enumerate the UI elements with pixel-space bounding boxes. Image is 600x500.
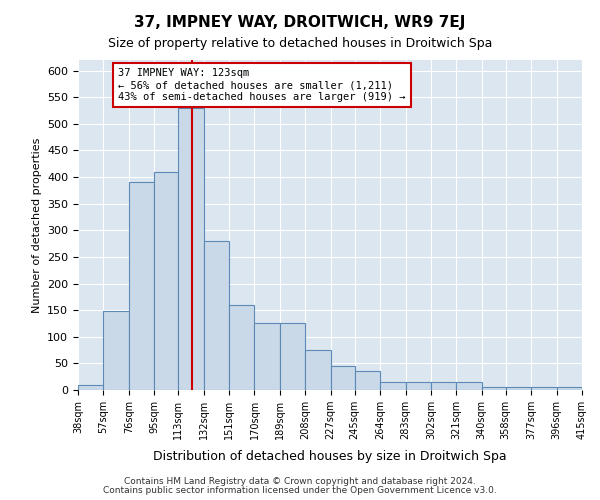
Bar [203,241,229,390]
Bar [531,388,557,390]
Bar [457,382,482,390]
Bar [331,366,355,390]
Bar [506,388,531,390]
Bar [178,108,203,390]
Text: Contains HM Land Registry data © Crown copyright and database right 2024.: Contains HM Land Registry data © Crown c… [124,477,476,486]
Bar [129,182,154,390]
X-axis label: Distribution of detached houses by size in Droitwich Spa: Distribution of detached houses by size … [153,450,507,464]
Bar [380,382,406,390]
Y-axis label: Number of detached properties: Number of detached properties [32,138,41,312]
Bar [431,382,457,390]
Text: 37 IMPNEY WAY: 123sqm
← 56% of detached houses are smaller (1,211)
43% of semi-d: 37 IMPNEY WAY: 123sqm ← 56% of detached … [118,68,406,102]
Bar [154,172,178,390]
Bar [78,384,103,390]
Text: Size of property relative to detached houses in Droitwich Spa: Size of property relative to detached ho… [108,38,492,51]
Bar [557,388,582,390]
Bar [406,382,431,390]
Bar [280,324,305,390]
Text: 37, IMPNEY WAY, DROITWICH, WR9 7EJ: 37, IMPNEY WAY, DROITWICH, WR9 7EJ [134,15,466,30]
Bar [229,305,254,390]
Bar [305,350,331,390]
Bar [254,324,280,390]
Bar [482,388,506,390]
Bar [103,311,129,390]
Text: Contains public sector information licensed under the Open Government Licence v3: Contains public sector information licen… [103,486,497,495]
Bar [355,372,380,390]
